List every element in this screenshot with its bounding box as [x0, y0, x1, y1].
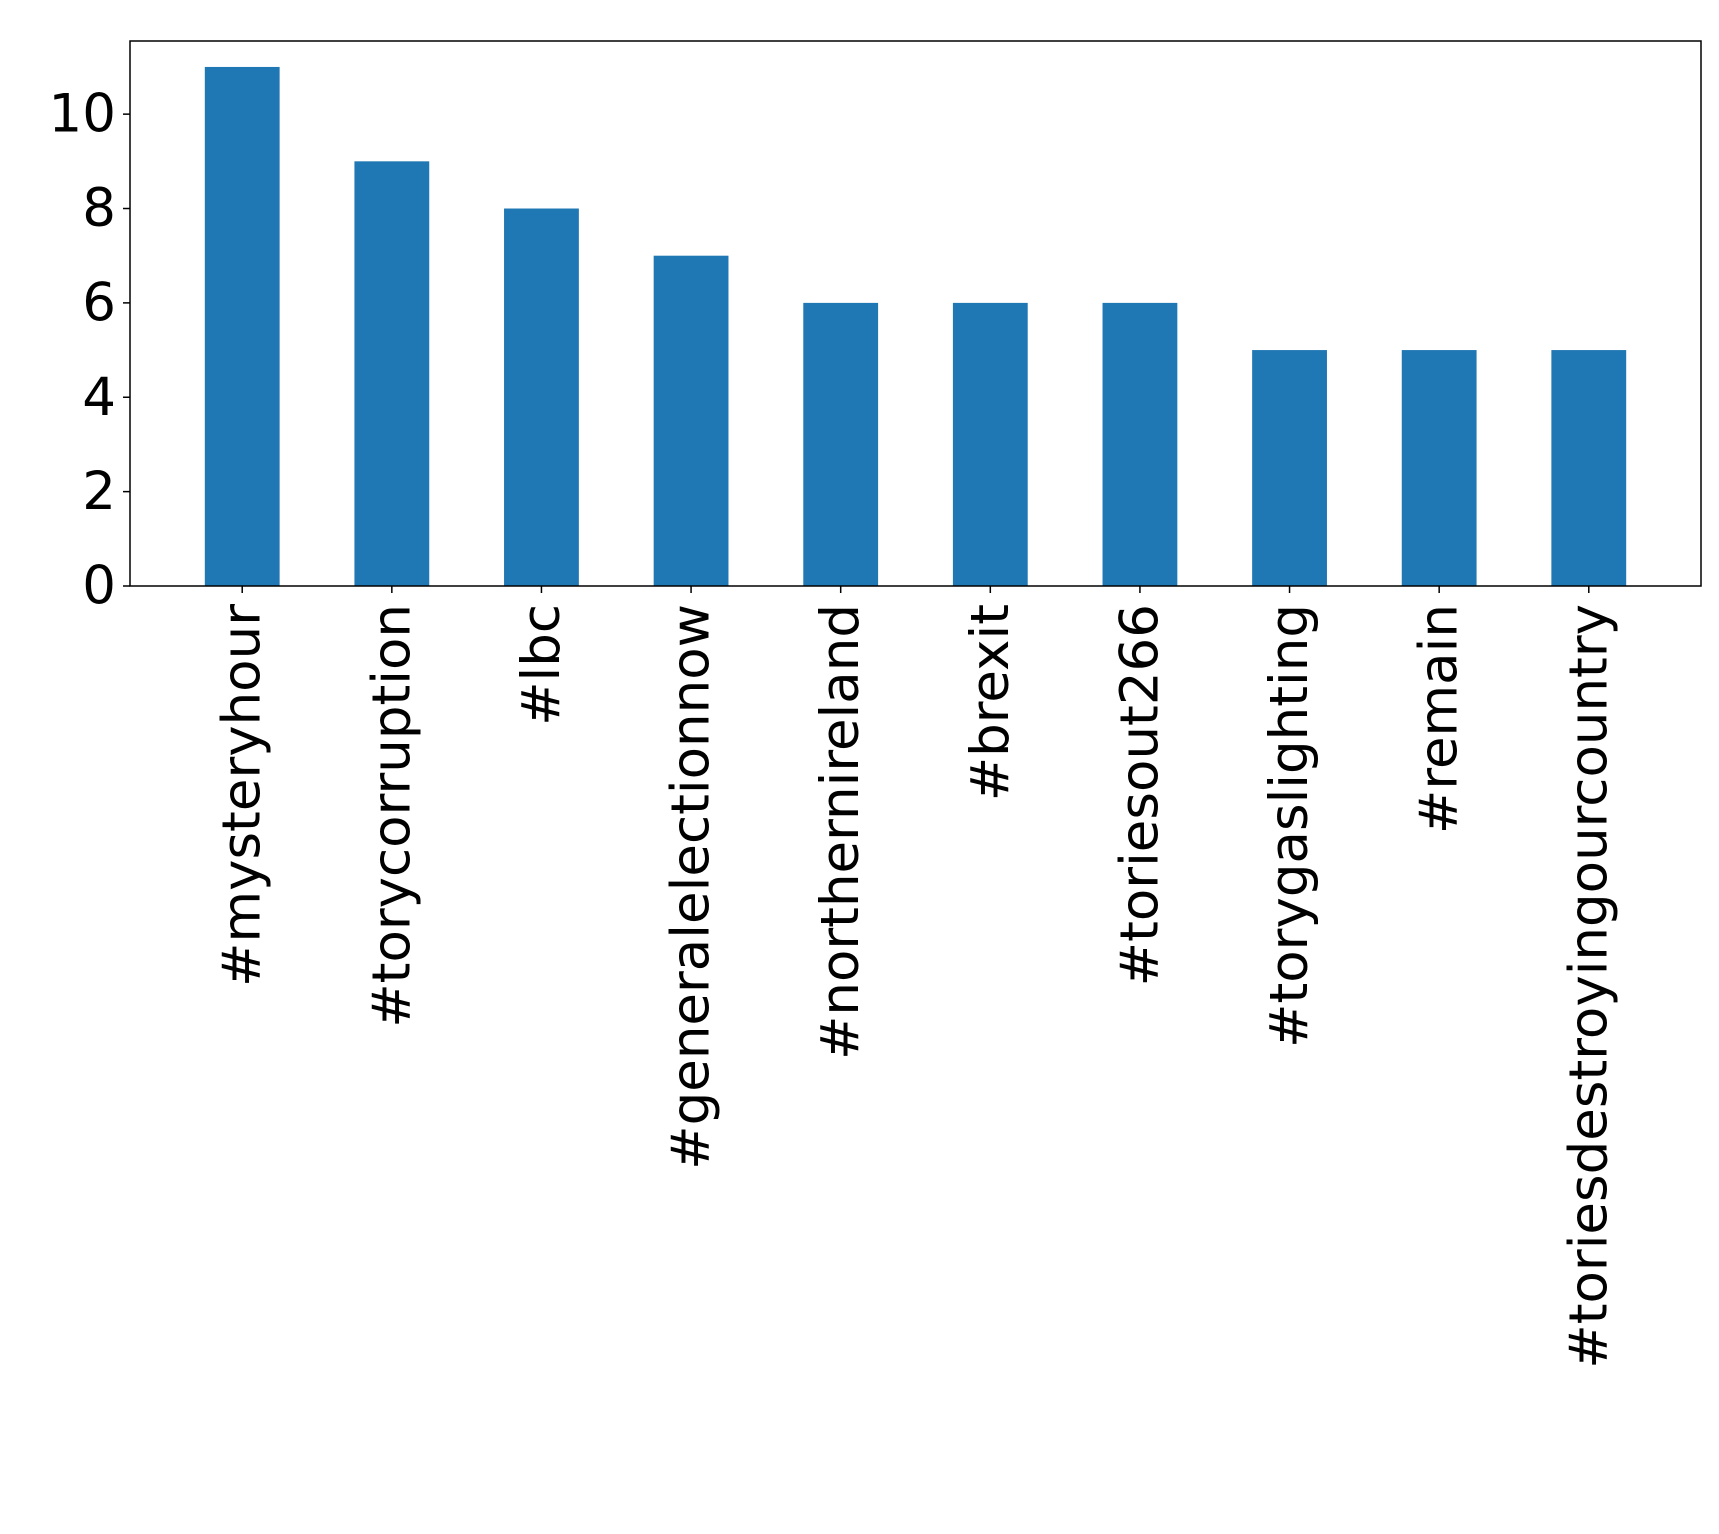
bar [204, 66, 280, 586]
bar [1102, 302, 1178, 586]
x-tick-label: #lbc [511, 604, 572, 726]
x-tick-label: #torycorruption [361, 604, 422, 1028]
bar [1551, 350, 1627, 586]
y-tick-label: 4 [82, 367, 116, 428]
x-tick-label: #toriesout266 [1109, 604, 1170, 986]
bar [653, 255, 729, 587]
x-tick-label: #toriesdestroyingourcountry [1558, 604, 1619, 1369]
y-tick-label: 2 [82, 461, 116, 522]
x-axis: #mysteryhour #torycorruption #lbc #generale… [212, 586, 1619, 1369]
bar [354, 161, 430, 586]
x-tick-label: #northernireland [810, 604, 871, 1060]
x-tick-label: #mysteryhour [212, 604, 273, 987]
bar [1252, 350, 1327, 586]
y-tick-label: 8 [82, 178, 116, 239]
bars-layer [204, 66, 1627, 587]
plot-frame [129, 40, 1702, 587]
y-tick-label: 10 [49, 84, 116, 145]
bar [504, 208, 579, 587]
x-tick-label: #torygaslighting [1259, 604, 1320, 1048]
bar [1401, 350, 1477, 586]
bar [803, 302, 879, 586]
x-tick-label: #generalelectionnow [661, 604, 722, 1170]
x-tick-label: #brexit [960, 604, 1021, 801]
y-tick-label: 6 [82, 272, 116, 333]
y-axis: 0 2 4 6 8 10 [49, 84, 130, 617]
y-tick-label: 0 [82, 556, 116, 617]
x-tick-label: #remain [1409, 604, 1470, 834]
bar [952, 302, 1028, 586]
